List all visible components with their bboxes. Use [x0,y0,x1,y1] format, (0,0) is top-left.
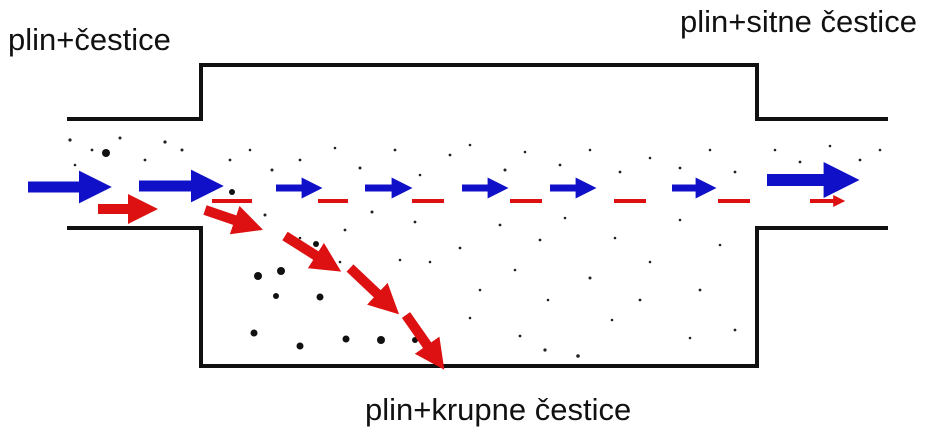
fine-particles [68,136,882,358]
particle-trajectory-arrow [346,264,400,315]
coarse-particle-trajectory [98,194,445,370]
inlet-label: plin+čestice [8,22,171,57]
top-wall [67,63,888,121]
particle-trajectory-arrow [203,205,264,235]
particle-trajectory-arrow [282,231,342,272]
chamber-walls [67,63,888,368]
bottom-wall [67,226,888,368]
coarse-particles [102,149,418,350]
gas-flow-arrows [28,162,860,204]
particle-trajectory-arrow [401,312,445,370]
coarse-outlet-label: plin+krupne čestice [365,392,632,427]
fine-outlet-label: plin+sitne čestice [680,4,917,39]
